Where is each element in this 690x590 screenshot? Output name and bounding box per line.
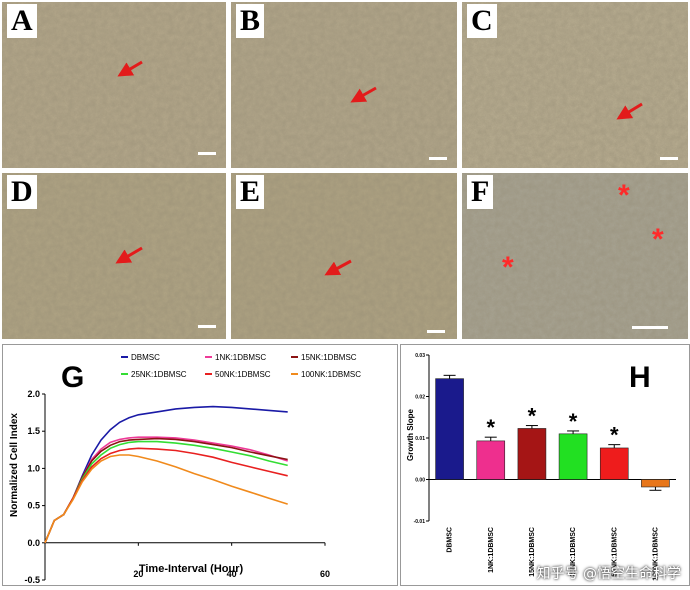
scale-bar: [632, 326, 668, 329]
y-tick-label: 1.5: [27, 426, 40, 436]
chart-panel-h: 0.03 0.02 0.01 0.00 -0.01 DBMSC * 1NK:1DBMSC * 1…: [400, 344, 690, 586]
scale-bar: [660, 157, 678, 160]
category-label: 15NK:1DBMSC: [529, 527, 536, 577]
x-tick-label: 60: [320, 569, 330, 579]
micrograph-image-b: [231, 2, 457, 168]
arrow-icon: [324, 259, 352, 276]
cluster-marker: *: [652, 223, 664, 256]
panel-label-d: D: [7, 175, 37, 209]
legend-entry: DBMSC: [131, 353, 160, 362]
category-label: 100NK:1DBMSC: [652, 527, 659, 581]
y-tick-label: 1.0: [27, 463, 40, 473]
y-tick-label: -0.01: [414, 519, 426, 525]
y-axis-label: Normalized Cell Index: [9, 413, 20, 517]
significance-star: *: [528, 404, 537, 429]
micrograph-image-e: [231, 173, 457, 339]
bar: [599, 447, 629, 480]
y-tick-label: 0.03: [415, 353, 425, 359]
y-axis-label: Growth Slope: [406, 408, 415, 461]
category-label: 25NK:1DBMSC: [570, 527, 577, 577]
significance-star: *: [610, 423, 619, 448]
arrow-icon: [616, 102, 643, 120]
y-tick-label: -0.5: [24, 575, 40, 585]
watermark: 知乎号 @悟空生命科学: [536, 566, 681, 582]
scale-bar: [198, 152, 216, 155]
scale-bar: [198, 325, 216, 328]
bar: [558, 433, 588, 480]
panel-label-c: C: [467, 4, 497, 38]
category-label: 1NK:1DBMSC: [488, 527, 495, 573]
bar-chart: 0.03 0.02 0.01 0.00 -0.01 DBMSC * 1NK:1DBMSC * 1…: [406, 353, 676, 581]
series-line-1: [44, 405, 288, 544]
bar: [517, 428, 547, 480]
y-tick-label: 2.0: [27, 389, 40, 399]
micrograph-panel-b: B: [231, 2, 457, 168]
series-line-2: [44, 436, 288, 544]
micrograph-panel-f: F * * *: [462, 173, 688, 339]
significance-star: *: [569, 409, 578, 434]
significance-star: *: [486, 415, 495, 440]
panel-label-f: F: [467, 175, 494, 209]
panel-label-e: E: [236, 175, 265, 209]
legend-entry: 100NK:1DBMSC: [301, 370, 361, 379]
micrograph-panel-a: A: [2, 2, 226, 168]
line-chart: 2.0 1.5 1.0 0.5 0.0 -0.5 20 40 60 DBMSC 1NK:1DBMS…: [9, 353, 361, 585]
micrograph-image-d: [2, 173, 226, 339]
arrow-icon: [117, 60, 143, 77]
panel-label-a: A: [7, 4, 37, 38]
arrow-icon: [115, 246, 143, 264]
series-line-3: [44, 437, 288, 544]
micrograph-panel-e: E: [231, 173, 457, 339]
series-line-6: [44, 454, 288, 544]
micrograph-panel-c: C: [462, 2, 688, 168]
y-tick-label: 0.00: [415, 478, 425, 484]
chart-panel-g: 2.0 1.5 1.0 0.5 0.0 -0.5 20 40 60 DBMSC 1NK:1DBMS…: [2, 344, 398, 586]
micrograph-panel-d: D: [2, 173, 226, 339]
category-label: 50NK:1DBMSC: [611, 527, 618, 577]
cluster-marker: *: [618, 179, 630, 212]
bar: [435, 378, 464, 480]
x-tick-label: 20: [133, 569, 143, 579]
x-axis-label: Time-Interval (Hour): [139, 563, 244, 575]
y-tick-label: 0.02: [415, 395, 425, 401]
legend-entry: 15NK:1DBMSC: [301, 353, 357, 362]
arrow-icon: [350, 86, 377, 103]
bar: [476, 440, 506, 480]
bar: [641, 479, 670, 488]
series-line-5: [44, 447, 288, 544]
cluster-marker: *: [502, 251, 514, 284]
legend-entry: 25NK:1DBMSC: [131, 370, 187, 379]
micrograph-image-a: [2, 2, 226, 168]
category-label: DBMSC: [447, 527, 454, 553]
panel-label-g: G: [61, 361, 84, 394]
panel-label-b: B: [236, 4, 265, 38]
scale-bar: [427, 330, 445, 333]
micrograph-image-f: [462, 173, 688, 339]
y-tick-label: 0.5: [27, 501, 40, 511]
legend-entry: 1NK:1DBMSC: [215, 353, 266, 362]
x-tick-label: 40: [227, 569, 237, 579]
scale-bar: [429, 157, 447, 160]
legend-entry: 50NK:1DBMSC: [215, 370, 271, 379]
y-tick-label: 0.01: [415, 436, 425, 442]
y-tick-label: 0.0: [27, 538, 40, 548]
micrograph-image-c: [462, 2, 688, 168]
panel-label-h: H: [629, 361, 651, 394]
